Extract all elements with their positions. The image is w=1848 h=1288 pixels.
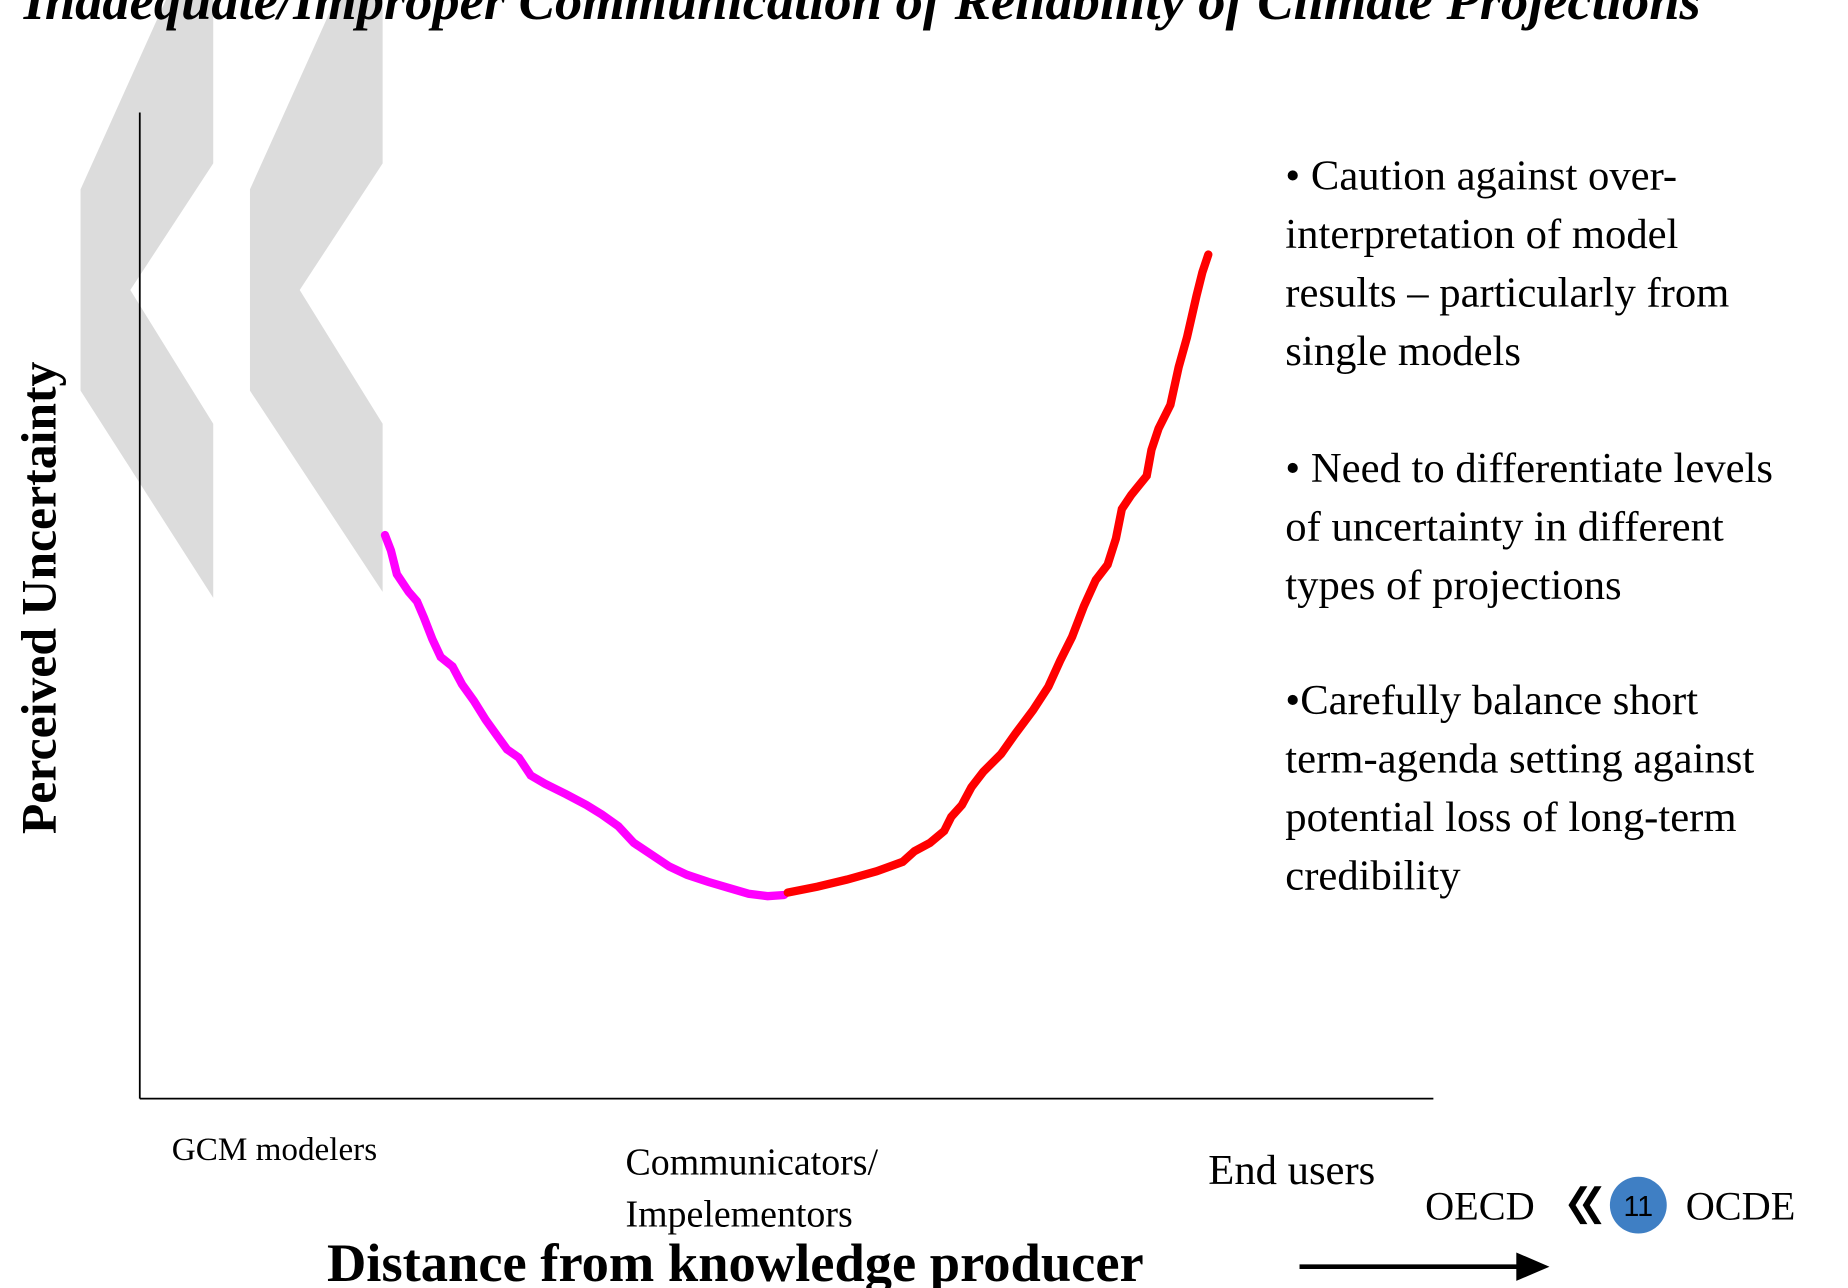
slide-title: Inadequate/Improper Communication of Rel… xyxy=(23,0,1701,31)
bullet-list: • Caution against over-interpretation of… xyxy=(1285,152,1773,899)
x-axis-arrow xyxy=(1299,1252,1550,1281)
bullet-line: • Need to differentiate levels xyxy=(1285,445,1773,492)
x-category: Communicators/ xyxy=(625,1141,878,1183)
y-axis-label: Perceived Uncertainty xyxy=(12,361,67,834)
x-axis-label: Distance from knowledge producer xyxy=(327,1232,1144,1288)
x-category: GCM modelers xyxy=(172,1131,377,1168)
x-category: End users xyxy=(1208,1147,1375,1194)
bullet-line: potential loss of long-term xyxy=(1285,794,1736,841)
footer-chevrons xyxy=(1568,1186,1602,1225)
bullet-line: credibility xyxy=(1285,853,1461,900)
bullet-line: single models xyxy=(1285,328,1521,375)
bullet-line: •Carefully balance short xyxy=(1285,677,1698,724)
bullet-line: • Caution against over- xyxy=(1285,152,1677,199)
footer-right: OCDE xyxy=(1686,1183,1796,1228)
bullet-line: types of projections xyxy=(1285,562,1621,609)
bullet-line: term-agenda setting against xyxy=(1285,735,1754,782)
bullet-line: results – particularly from xyxy=(1285,270,1729,317)
curve-producer xyxy=(380,530,789,901)
bullet-line: interpretation of model xyxy=(1285,211,1678,258)
x-categories: GCM modelers Communicators/Impelementors E… xyxy=(172,1131,1376,1235)
x-category: Impelementors xyxy=(625,1193,852,1235)
footer-left: OECD xyxy=(1425,1183,1535,1228)
page-badge xyxy=(1609,1176,1667,1234)
curve-users xyxy=(783,250,1213,897)
background-chevrons xyxy=(80,0,383,598)
page-number: 11 xyxy=(1624,1191,1654,1223)
bullet-line: of uncertainty in different xyxy=(1285,503,1724,550)
